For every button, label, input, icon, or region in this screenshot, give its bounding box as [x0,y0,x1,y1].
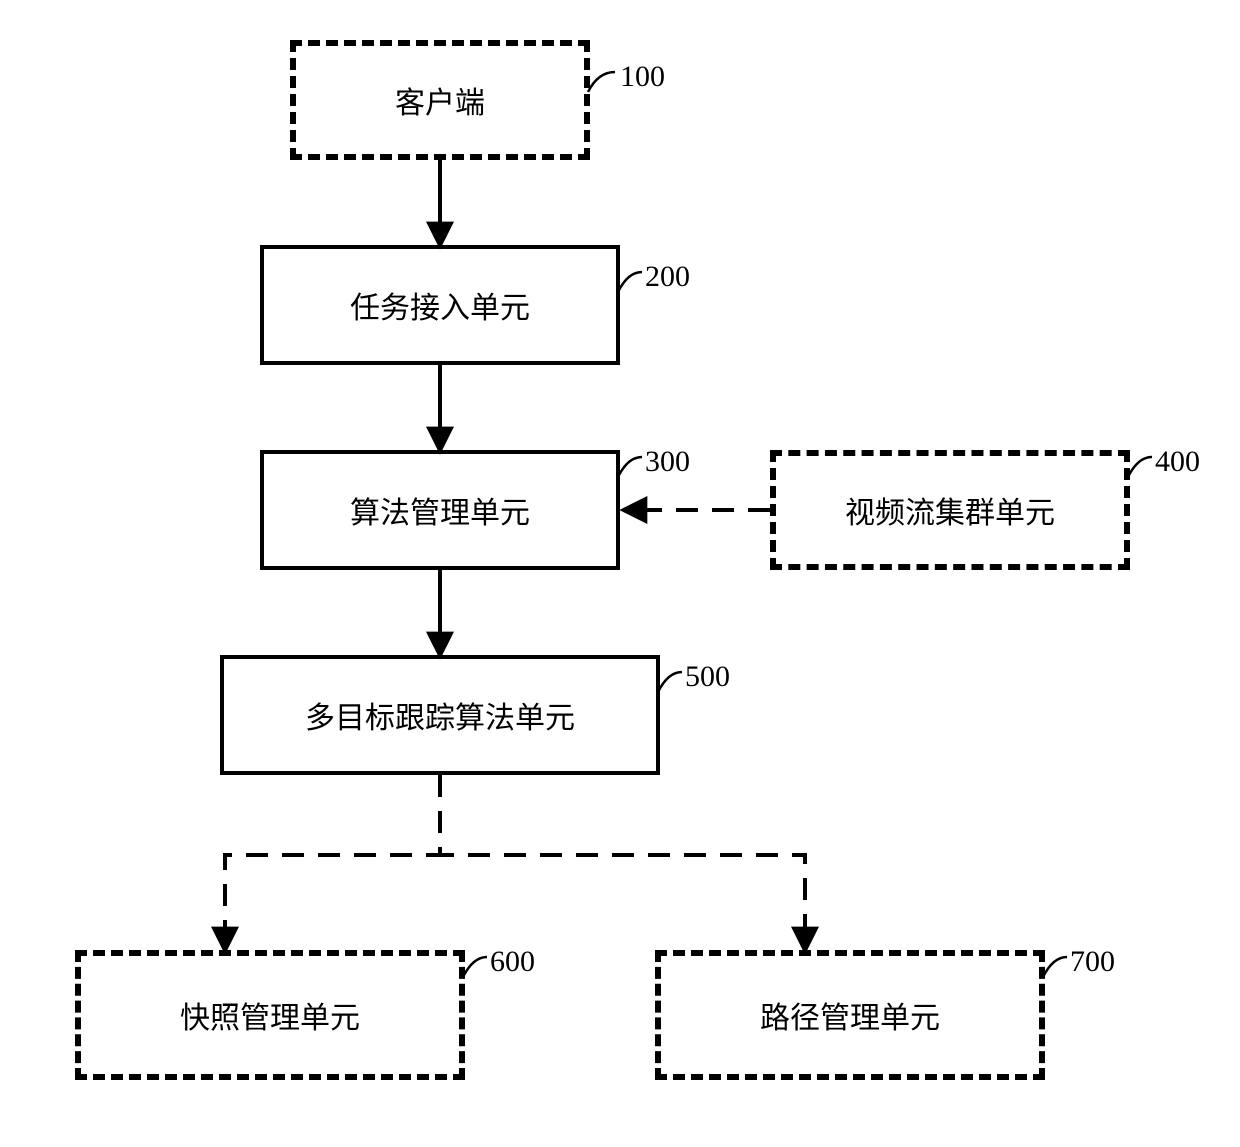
leader-300 [618,457,642,477]
node-multi-target-label: 多目标跟踪算法单元 [305,693,575,737]
edge-multi-to-path [440,775,805,950]
ref-400: 400 [1155,445,1200,479]
node-algo-mgmt-label: 算法管理单元 [350,488,530,532]
leader-600 [463,957,487,977]
node-snapshot-mgmt-label: 快照管理单元 [180,993,360,1037]
node-algo-mgmt: 算法管理单元 [260,450,620,570]
ref-500: 500 [685,660,730,694]
ref-100: 100 [620,60,665,94]
ref-700: 700 [1070,945,1115,979]
ref-200: 200 [645,260,690,294]
node-path-mgmt: 路径管理单元 [655,950,1045,1080]
leader-500 [658,672,682,692]
leader-400 [1128,457,1152,477]
node-task-access-label: 任务接入单元 [350,283,530,327]
leader-200 [618,272,642,292]
node-multi-target: 多目标跟踪算法单元 [220,655,660,775]
node-video-cluster: 视频流集群单元 [770,450,1130,570]
flowchart-container: 客户端 任务接入单元 算法管理单元 视频流集群单元 多目标跟踪算法单元 快照管理… [0,0,1240,1147]
ref-600: 600 [490,945,535,979]
node-video-cluster-label: 视频流集群单元 [845,488,1055,532]
node-snapshot-mgmt: 快照管理单元 [75,950,465,1080]
leader-100 [588,72,615,92]
node-client: 客户端 [290,40,590,160]
node-path-mgmt-label: 路径管理单元 [760,993,940,1037]
node-task-access: 任务接入单元 [260,245,620,365]
node-client-label: 客户端 [395,78,485,122]
edge-multi-to-snapshot [225,775,440,950]
ref-300: 300 [645,445,690,479]
leader-700 [1043,957,1067,977]
